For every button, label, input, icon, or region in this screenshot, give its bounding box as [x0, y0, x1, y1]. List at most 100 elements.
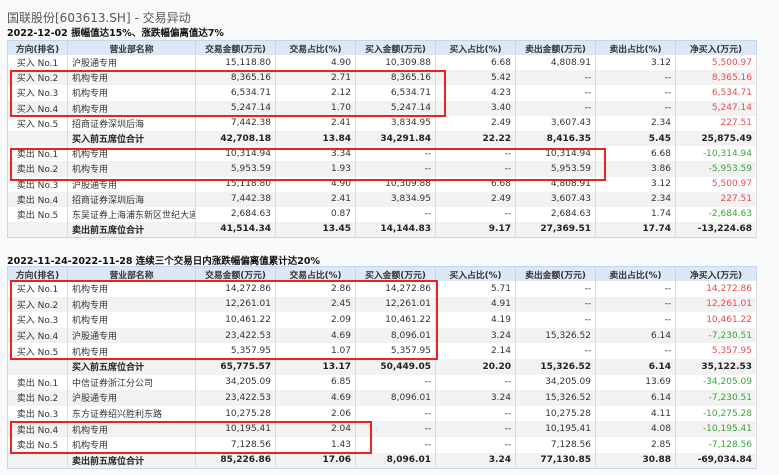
column-header[interactable]: 买入金额(万元): [355, 266, 436, 281]
column-header[interactable]: 净买入(万元): [675, 40, 757, 55]
direction-cell: [7, 452, 68, 469]
column-header[interactable]: 买入金额(万元): [355, 40, 436, 55]
value-cell: 4.90: [275, 176, 356, 192]
column-header[interactable]: 交易占比(%): [275, 40, 356, 55]
value-cell: 8,096.01: [355, 390, 436, 406]
value-cell: --: [355, 206, 436, 223]
value-cell: 3.12: [595, 55, 676, 71]
column-header[interactable]: 卖出金额(万元): [515, 40, 596, 55]
value-cell: 6,534.71: [195, 85, 276, 101]
value-cell: --: [595, 85, 676, 101]
value-cell: 2.85: [595, 436, 676, 453]
value-cell: 6,534.71: [355, 85, 436, 101]
value-cell: 3.86: [595, 161, 676, 177]
column-header[interactable]: 营业部名称: [67, 40, 196, 55]
column-header[interactable]: 方向(排名): [7, 266, 68, 281]
value-cell: --: [355, 436, 436, 453]
total-row: 卖出前五席位合计 85,226.86 17.06 8,096.01 3.24 77,130…: [7, 452, 757, 469]
value-cell: 5,953.59: [195, 161, 276, 177]
value-cell: 1.74: [595, 206, 676, 223]
value-cell: 4.19: [435, 312, 516, 328]
value-cell: 10,461.22: [355, 312, 436, 328]
value-cell: 3.12: [595, 176, 676, 192]
value-cell: 8,096.01: [355, 327, 436, 344]
column-header[interactable]: 买入占比(%): [435, 266, 516, 281]
value-cell: 2.41: [275, 115, 356, 131]
value-cell: 2.14: [435, 343, 516, 359]
branch-name-cell: 买入前五席位合计: [67, 358, 196, 375]
table-row: 卖出 No.5 东吴证券上海浦东新区世纪大道 2,684.63 0.87 -- -- 2,6…: [7, 206, 757, 223]
value-cell: 4,808.91: [515, 176, 596, 192]
branch-name-cell: 机构专用: [67, 85, 196, 101]
net-buy-cell: -10,195.41: [675, 421, 757, 437]
column-header[interactable]: 卖出占比(%): [595, 40, 676, 55]
column-header[interactable]: 营业部名称: [67, 266, 196, 281]
column-header[interactable]: 交易占比(%): [275, 266, 356, 281]
direction-cell: [7, 358, 68, 375]
value-cell: 7,442.38: [195, 115, 276, 131]
column-header[interactable]: 卖出占比(%): [595, 266, 676, 281]
direction-cell: 卖出 No.2: [7, 390, 68, 406]
net-buy-cell: -7,230.51: [675, 327, 757, 344]
value-cell: --: [515, 296, 596, 313]
value-cell: 34,291.84: [355, 130, 436, 147]
value-cell: 20.20: [435, 358, 516, 375]
net-buy-cell: -69,034.84: [675, 452, 757, 469]
direction-cell: 买入 No.3: [7, 85, 68, 101]
value-cell: 2.34: [595, 115, 676, 131]
column-header[interactable]: 净买入(万元): [675, 266, 757, 281]
branch-name-cell: 沪股通专用: [67, 327, 196, 344]
branch-name-cell: 东吴证券上海浦东新区世纪大道: [67, 206, 196, 223]
value-cell: 50,449.05: [355, 358, 436, 375]
value-cell: --: [435, 405, 516, 422]
page-title: 国联股份[603613.SH] - 交易异动: [7, 11, 191, 25]
total-row: 买入前五席位合计 65,775.57 13.17 50,449.05 20.20 15,3…: [7, 358, 757, 375]
value-cell: 7,128.56: [195, 436, 276, 453]
value-cell: 3.24: [435, 327, 516, 344]
value-cell: 6.68: [435, 176, 516, 192]
net-buy-cell: 227.51: [675, 115, 757, 131]
value-cell: 1.93: [275, 161, 356, 177]
branch-name-cell: 机构专用: [67, 421, 196, 437]
value-cell: 10,275.28: [515, 405, 596, 422]
value-cell: 5.45: [595, 130, 676, 147]
value-cell: 2.49: [435, 115, 516, 131]
trading-table-1: 方向(排名) 营业部名称 交易金额(万元) 交易占比(%) 买入金额(万元) 买入占比(%…: [7, 40, 757, 238]
value-cell: 13.84: [275, 130, 356, 147]
value-cell: 2.34: [595, 191, 676, 207]
direction-cell: 买入 No.2: [7, 296, 68, 313]
value-cell: 12,261.01: [195, 296, 276, 313]
column-header[interactable]: 交易金额(万元): [195, 40, 276, 55]
value-cell: 2,684.63: [195, 206, 276, 223]
table-row: 卖出 No.2 机构专用 5,953.59 1.93 -- -- 5,953.59 3.86-…: [7, 161, 757, 177]
value-cell: 9.17: [435, 222, 516, 238]
value-cell: --: [515, 70, 596, 86]
direction-cell: 卖出 No.4: [7, 191, 68, 207]
value-cell: --: [435, 436, 516, 453]
value-cell: 15,326.52: [515, 327, 596, 344]
value-cell: 1.43: [275, 436, 356, 453]
net-buy-cell: 5,247.14: [675, 100, 757, 116]
value-cell: 12,261.01: [355, 296, 436, 313]
column-header[interactable]: 交易金额(万元): [195, 266, 276, 281]
column-header[interactable]: 卖出金额(万元): [515, 266, 596, 281]
branch-name-cell: 机构专用: [67, 343, 196, 359]
table-row: 买入 No.4 机构专用 5,247.14 1.70 5,247.14 3.40 -- -- 5…: [7, 100, 757, 116]
value-cell: 10,309.88: [355, 55, 436, 71]
value-cell: 5.71: [435, 281, 516, 297]
net-buy-cell: 5,500.97: [675, 176, 757, 192]
table-row: 卖出 No.3 沪股通专用 15,118.80 4.90 10,309.88 6.68 4,…: [7, 176, 757, 192]
value-cell: --: [355, 421, 436, 437]
header-row: 方向(排名) 营业部名称 交易金额(万元) 交易占比(%) 买入金额(万元) 买入占比(%…: [7, 40, 757, 55]
column-header[interactable]: 方向(排名): [7, 40, 68, 55]
value-cell: 15,118.80: [195, 176, 276, 192]
value-cell: 6.85: [275, 374, 356, 391]
value-cell: 42,708.18: [195, 130, 276, 147]
net-buy-cell: -34,205.09: [675, 374, 757, 391]
value-cell: 77,130.85: [515, 452, 596, 469]
value-cell: 4.23: [435, 85, 516, 101]
value-cell: 17.06: [275, 452, 356, 469]
column-header[interactable]: 买入占比(%): [435, 40, 516, 55]
total-row: 买入前五席位合计 42,708.18 13.84 34,291.84 22.22 8,41…: [7, 130, 757, 147]
branch-name-cell: 机构专用: [67, 296, 196, 313]
